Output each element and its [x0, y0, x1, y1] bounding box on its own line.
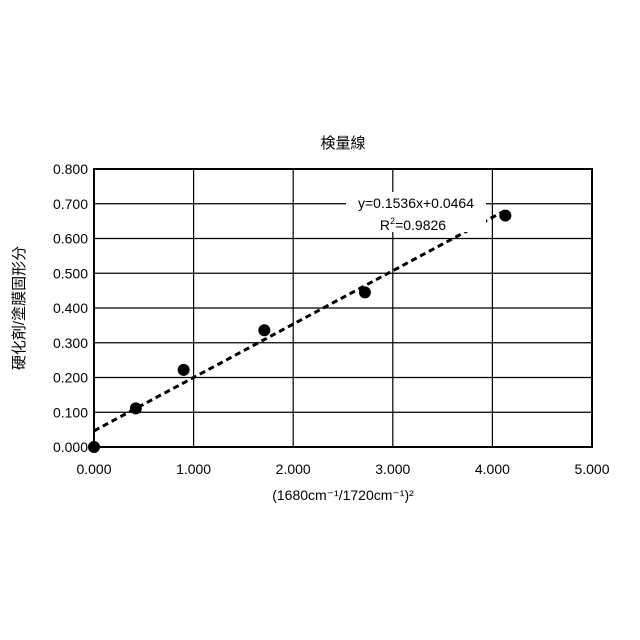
y-tick-label: 0.600 [53, 231, 88, 247]
trendline-equation: y=0.1536x+0.0464 [358, 195, 474, 211]
x-tick-label: 1.000 [176, 461, 211, 477]
calibration-chart: 検量線 0.0000.1000.2000.3000.4000.5000.6000… [0, 0, 640, 640]
x-tick-label: 3.000 [375, 461, 410, 477]
data-point [499, 210, 511, 222]
trendline [94, 210, 505, 430]
data-points [88, 210, 511, 453]
chart-title: 検量線 [320, 135, 365, 152]
y-tick-label: 0.300 [53, 335, 88, 351]
data-point [178, 364, 190, 376]
grid [94, 169, 592, 447]
y-tick-label: 0.200 [53, 370, 88, 386]
y-tick-label: 0.500 [53, 265, 88, 281]
y-axis-label: 硬化剤/塗膜固形分 [10, 246, 28, 370]
data-point [88, 441, 100, 453]
y-tick-label: 0.100 [53, 404, 88, 420]
y-tick-label: 0.800 [53, 161, 88, 177]
r-squared-label: R2=0.9826 [380, 216, 446, 233]
x-tick-label: 4.000 [475, 461, 510, 477]
y-tick-label: 0.700 [53, 196, 88, 212]
y-tick-label: 0.000 [53, 439, 88, 455]
x-tick-label: 0.000 [76, 461, 111, 477]
data-point [130, 402, 142, 414]
x-tick-label: 5.000 [574, 461, 609, 477]
y-tick-labels: 0.000 0.100 0.200 0.300 0.400 0.500 0.600 0.700… [53, 161, 88, 455]
data-point [359, 286, 371, 298]
x-axis-label: (1680cm⁻¹/1720cm⁻¹)² [272, 487, 414, 503]
x-tick-label: 2.000 [276, 461, 311, 477]
data-point [258, 324, 270, 336]
x-tick-labels: 0.000 1.000 2.000 3.000 4.000 5.000 [76, 461, 609, 477]
y-tick-label: 0.400 [53, 300, 88, 316]
